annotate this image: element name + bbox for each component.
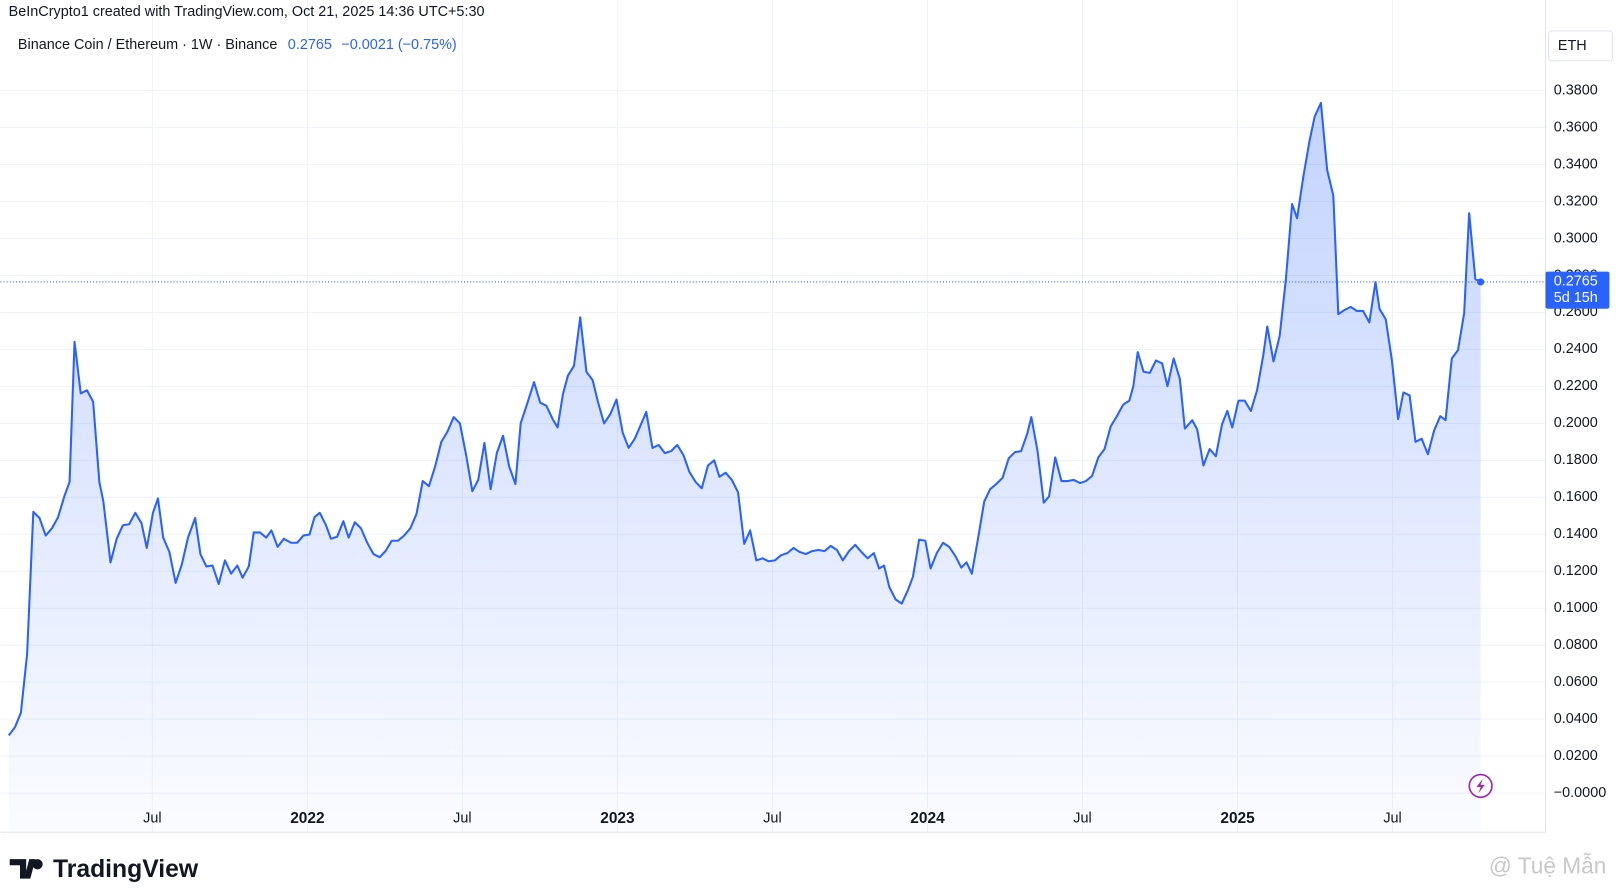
y-tick-label: 0.1200 xyxy=(1554,563,1598,579)
x-tick-label: Jul xyxy=(1383,811,1401,827)
x-tick-label: Jul xyxy=(763,811,781,827)
countdown: 5d 15h xyxy=(1554,290,1598,306)
x-tick-label: 2025 xyxy=(1220,810,1255,827)
y-tick-label: 0.3000 xyxy=(1554,230,1598,246)
x-tick-label: Jul xyxy=(1073,811,1091,827)
y-tick-label: 0.3600 xyxy=(1554,119,1598,135)
y-tick-label: 0.3800 xyxy=(1554,82,1598,98)
y-tick-label: 0.0400 xyxy=(1554,711,1598,727)
price-change: −0.0021 (−0.75%) xyxy=(341,37,456,53)
y-tick-label: 0.0800 xyxy=(1554,637,1598,653)
y-tick-label: 0.2000 xyxy=(1554,415,1598,431)
x-tick-label: 2023 xyxy=(600,810,635,827)
x-tick-label: Jul xyxy=(143,811,161,827)
caption: BeInCrypto1 created with TradingView.com… xyxy=(9,4,485,20)
y-tick-label: 0.1000 xyxy=(1554,600,1598,616)
y-tick-label: 0.2400 xyxy=(1554,341,1598,357)
watermark: @ Tuệ Mẫn xyxy=(1489,852,1606,878)
y-tick-label: 0.0600 xyxy=(1554,674,1598,690)
price-tag xyxy=(1545,271,1610,309)
y-tick-label: 0.3400 xyxy=(1554,156,1598,172)
y-tick-label: −0.0000 xyxy=(1554,785,1606,801)
brand-name: TradingView xyxy=(53,856,199,883)
area xyxy=(8,102,1481,833)
currency-box[interactable] xyxy=(1548,30,1613,62)
last-point xyxy=(1477,278,1485,286)
y-tick-label: 0.1600 xyxy=(1554,489,1598,505)
chart-title: Binance Coin / Ethereum · 1W · Binance xyxy=(18,37,277,53)
x-tick-label: 2022 xyxy=(290,810,324,827)
x-tick-label: 2024 xyxy=(910,810,945,827)
last-price: 0.2765 xyxy=(288,37,332,53)
line xyxy=(7,101,1482,737)
y-tick-label: 0.3200 xyxy=(1554,193,1598,209)
price-tag-label: 0.2765 xyxy=(1554,274,1598,290)
alert-bolt xyxy=(1476,778,1485,794)
y-tick-label: 0.2200 xyxy=(1554,378,1598,394)
y-tick-label: 0.1800 xyxy=(1554,452,1598,468)
brand-logo xyxy=(9,859,43,879)
y-tick-label: 0.1400 xyxy=(1554,526,1598,542)
x-tick-label: Jul xyxy=(453,811,471,827)
currency[interactable]: ETH xyxy=(1558,38,1587,54)
axes: 0.38000.36000.34000.32000.30000.28000.26… xyxy=(143,82,1610,827)
plot xyxy=(0,101,1546,833)
y-tick-label: 0.0200 xyxy=(1554,748,1598,764)
